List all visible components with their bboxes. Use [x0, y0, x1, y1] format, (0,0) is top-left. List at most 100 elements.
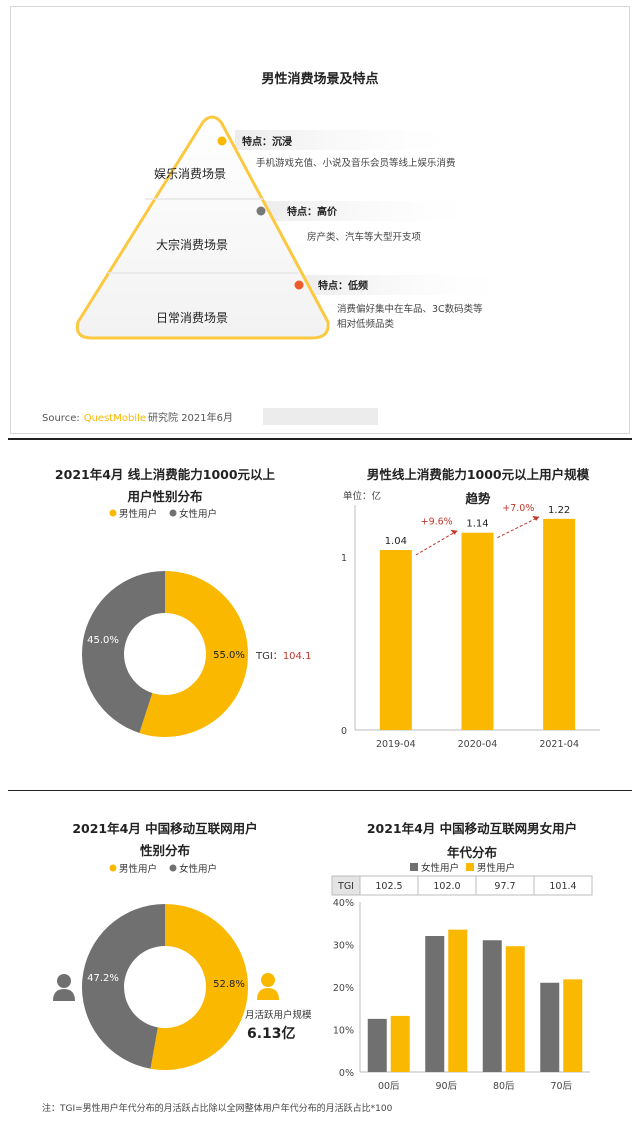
bar1-title-line1: 男性线上消费能力1000元以上用户规模 [367, 467, 590, 482]
bar1-unit: 单位：亿 [343, 490, 381, 502]
y-tick-label: 0 [341, 726, 347, 737]
growth-arrowhead [450, 529, 458, 535]
donut-slice-male [139, 571, 249, 737]
bar1-chart: 0 1 1.04 2019-04 1.14 2020-04 1.22 2021-04 +9.6%… [341, 503, 600, 750]
female-user-icon [53, 974, 75, 1001]
tgi-value: 101.4 [549, 881, 576, 892]
x-tick-label: 00后 [378, 1081, 400, 1092]
legend-female-swatch [410, 863, 418, 871]
tgi-label: TGI：104.1 [255, 651, 311, 662]
feature-entertainment: 特点：沉浸 [242, 135, 292, 148]
growth-arrowhead [532, 515, 540, 521]
growth-label: +9.6% [421, 517, 453, 528]
level-name-entertainment: 娱乐消费场景 [154, 167, 226, 181]
tgi-table: TGI 102.5 102.0 97.7 101.4 [331, 875, 593, 896]
y-tick-label: 20% [333, 983, 354, 994]
mau-value: 6.13亿 [247, 1025, 296, 1042]
mau-label: 月活跃用户规模 [245, 1009, 312, 1021]
stripe-entertainment [235, 130, 475, 150]
y-tick-label: 10% [333, 1026, 354, 1037]
high-spend-panel: 2021年4月 线上消费能力1000元以上 用户性别分布 男性用户 女性用户 5… [0, 444, 640, 789]
tgi-value: 97.7 [494, 881, 515, 892]
pyramid-outline [75, 115, 330, 340]
tgi-value: 102.0 [433, 881, 460, 892]
donut-label-male: 55.0% [213, 650, 245, 661]
donut1-title-line2: 用户性别分布 [126, 489, 203, 504]
bar2-legend: 女性用户 男性用户 [410, 862, 515, 874]
bar-value-label: 1.14 [466, 519, 488, 530]
bar-2019-04 [379, 550, 412, 730]
stripe-bulk [262, 201, 492, 221]
bar-80后-female [482, 940, 502, 1072]
bar-90后-male [448, 929, 468, 1072]
panel-frame [10, 6, 630, 434]
donut2-title-line1: 2021年4月 中国移动互联网用户 [72, 821, 257, 836]
bar-70后-female [540, 982, 560, 1072]
level-name-bulk: 大宗消费场景 [156, 237, 228, 252]
donut-label-female: 47.2% [87, 973, 119, 984]
pyramid-figure: 男性消费场景及特点 娱乐消费场景 大宗消费场景 日常消费场景 特点：沉浸 手机游… [42, 71, 520, 425]
donut1-legend: 男性用户 女性用户 [109, 508, 217, 520]
legend-male-label: 男性用户 [477, 862, 515, 874]
x-tick-label: 2019-04 [376, 739, 416, 750]
legend-female-label: 女性用户 [421, 862, 459, 874]
y-tick-label: 1 [341, 553, 347, 564]
legend-female-label: 女性用户 [179, 508, 217, 520]
feature-bulk: 特点：高价 [287, 205, 338, 218]
x-tick-label: 70后 [550, 1081, 572, 1092]
dot-entertainment [217, 136, 227, 146]
panel3-figure: 2021年4月 中国移动互联网用户 性别分布 男性用户 女性用户 52.8% 47… [42, 821, 593, 1114]
growth-arrow [415, 530, 458, 556]
x-tick-label: 90后 [435, 1081, 457, 1092]
donut2-title-line2: 性别分布 [139, 843, 191, 858]
legend-male-swatch [109, 864, 117, 872]
y-tick-label: 0% [339, 1068, 354, 1079]
bar1-title-line2: 趋势 [465, 491, 491, 506]
legend-female-label: 女性用户 [179, 863, 217, 875]
tgi-value: 102.5 [375, 881, 402, 892]
bar2-chart: 0% 10% 20% 30% 40% 00后 90后 80后 70后 [333, 898, 590, 1092]
panel2-figure: 2021年4月 线上消费能力1000元以上 用户性别分布 男性用户 女性用户 5… [55, 467, 600, 750]
donut1-title-line1: 2021年4月 线上消费能力1000元以上 [55, 467, 276, 482]
blurred-stamp [263, 408, 378, 425]
donut-slice-male [150, 904, 249, 1070]
desc-daily-line2: 相对低频品类 [337, 318, 395, 330]
x-tick-label: 80后 [493, 1081, 515, 1092]
source-line: Source: QuestMobile 研究院 2021年6月 [42, 411, 233, 424]
growth-label: +7.0% [502, 503, 534, 514]
bar-value-label: 1.04 [385, 536, 407, 547]
desc-daily-line1: 消费偏好集中在车品、3C数码类等 [337, 303, 483, 315]
separator-1 [8, 438, 632, 440]
tgi-header: TGI [337, 881, 354, 892]
donut-label-female: 45.0% [87, 635, 119, 646]
bar-70后-male [563, 979, 583, 1072]
bar-90后-female [425, 936, 445, 1072]
mobile-users-panel: 2021年4月 中国移动互联网用户 性别分布 男性用户 女性用户 52.8% 47… [0, 791, 640, 1139]
donut2-legend: 男性用户 女性用户 [109, 863, 217, 875]
bar2-title-line2: 年代分布 [447, 845, 498, 860]
level-name-daily: 日常消费场景 [156, 311, 228, 325]
bar2-title-line1: 2021年4月 中国移动互联网男女用户 [367, 821, 577, 836]
donut-slice-female [82, 904, 165, 1069]
bar-00后-male [390, 1015, 410, 1072]
dot-daily [294, 280, 304, 290]
donut2: 52.8% 47.2% [82, 904, 249, 1070]
x-tick-label: 2021-04 [539, 739, 579, 750]
legend-male-label: 男性用户 [119, 508, 157, 520]
legend-female-swatch [169, 864, 177, 872]
donut-slice-female [82, 571, 165, 733]
tgi-cell [533, 875, 593, 896]
x-tick-label: 2020-04 [458, 739, 498, 750]
legend-female-swatch [169, 509, 177, 517]
feature-daily: 特点：低频 [318, 279, 368, 292]
y-tick-label: 30% [333, 941, 354, 952]
bar-value-label: 1.22 [548, 505, 570, 516]
dot-bulk [256, 206, 266, 216]
y-tick-label: 40% [333, 898, 354, 909]
panel1-title: 男性消费场景及特点 [261, 71, 378, 87]
desc-bulk: 房产类、汽车等大型开支项 [307, 231, 422, 243]
bar-2021-04 [543, 518, 576, 730]
legend-male-swatch [109, 509, 117, 517]
bar-00后-female [367, 1018, 387, 1072]
consumption-scenes-panel: 男性消费场景及特点 娱乐消费场景 大宗消费场景 日常消费场景 特点：沉浸 手机游… [0, 0, 640, 440]
